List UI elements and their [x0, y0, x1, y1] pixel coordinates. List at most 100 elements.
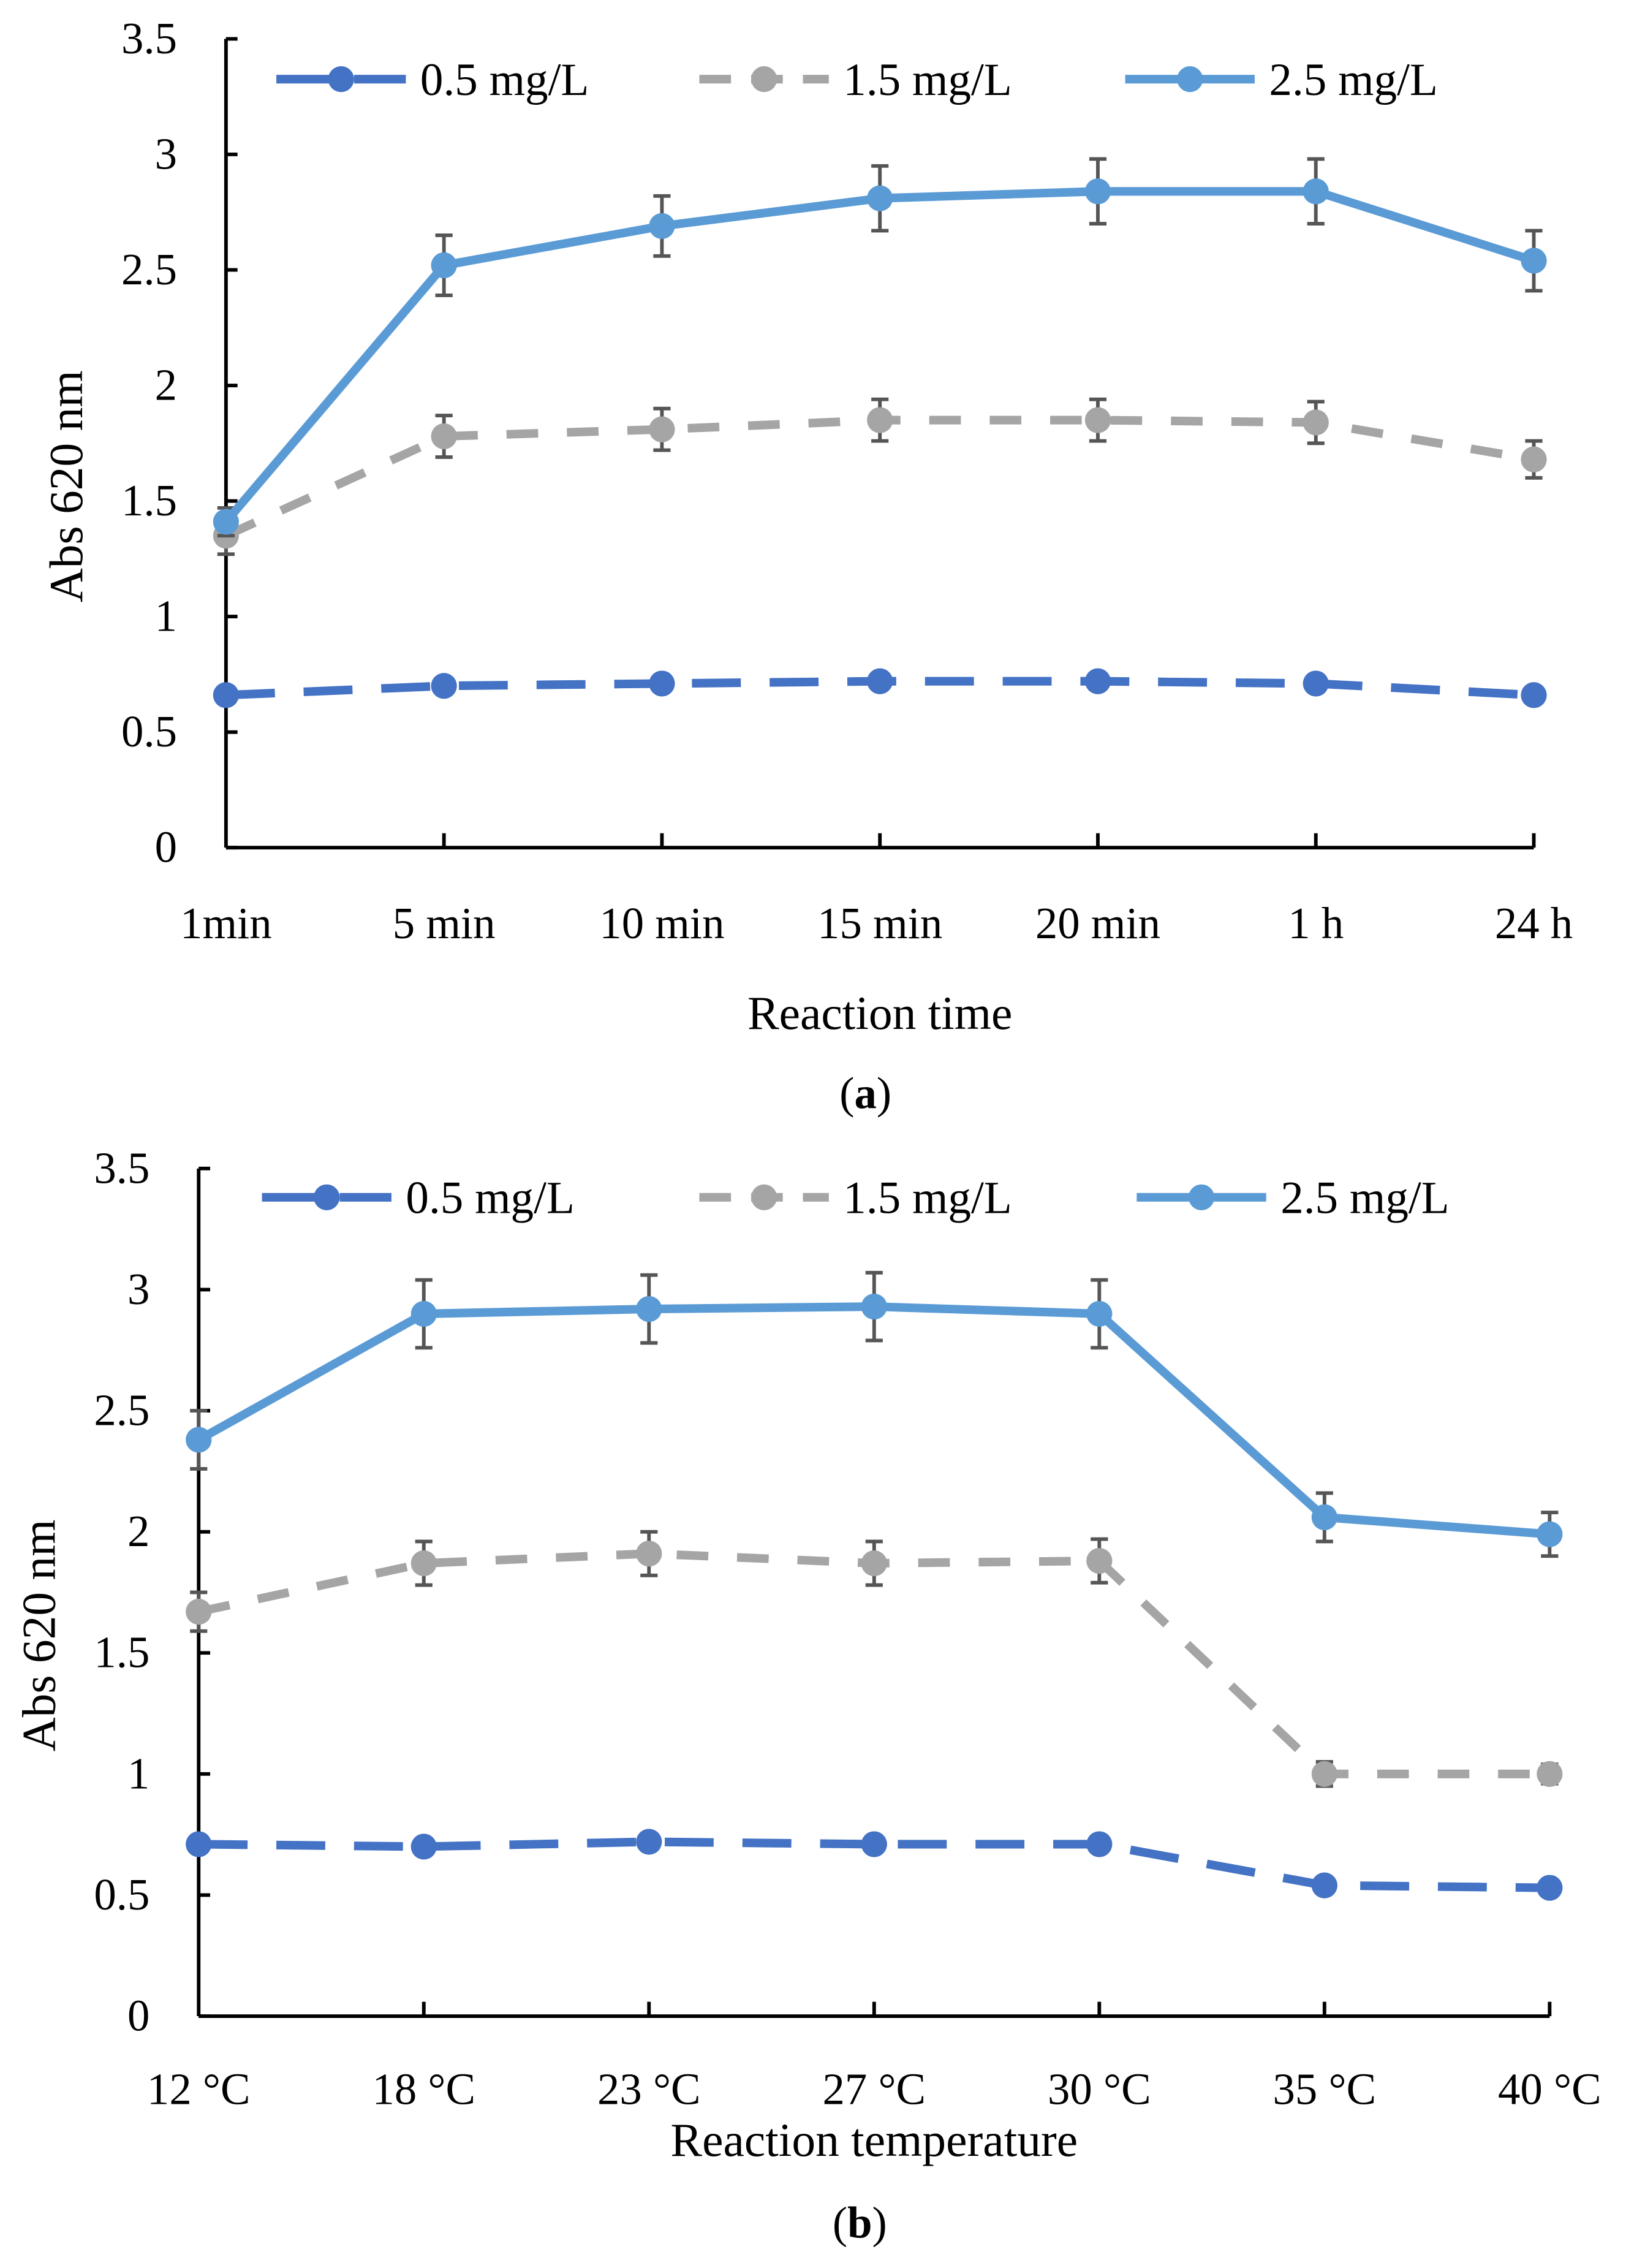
y-tick-label: 2	[127, 1506, 149, 1556]
data-point	[861, 1293, 887, 1320]
data-point	[431, 423, 457, 450]
x-tick-label: 20 min	[1035, 898, 1160, 948]
data-point	[1084, 407, 1111, 433]
y-tick-label: 0.5	[94, 1870, 149, 1919]
y-tick-label: 0.5	[121, 707, 177, 756]
data-point	[1311, 1872, 1337, 1898]
series-line	[222, 187, 1535, 525]
data-point	[186, 1831, 212, 1857]
data-point	[1311, 1504, 1337, 1531]
data-point	[1303, 409, 1329, 436]
legend-label: 2.5 mg/L	[1280, 1173, 1449, 1224]
series-1-5-mg-L: 1.5 mg/L	[213, 55, 1547, 556]
y-tick-label: 0	[127, 1991, 149, 2041]
y-tick-label: 1	[155, 591, 177, 641]
data-point	[1303, 178, 1329, 205]
x-tick-label: 10 min	[599, 898, 724, 948]
data-point	[213, 509, 240, 535]
y-tick-label: 2.5	[121, 245, 177, 294]
data-point	[867, 668, 893, 694]
data-point	[861, 1831, 887, 1857]
legend-label: 1.5 mg/L	[843, 1173, 1012, 1224]
y-tick-label: 1	[127, 1748, 149, 1798]
x-tick-label: 1 h	[1288, 898, 1344, 948]
data-point	[649, 213, 675, 239]
legend-label: 0.5 mg/L	[420, 55, 589, 105]
data-point	[213, 682, 240, 708]
series-2-5-mg-L: 2.5 mg/L	[186, 1173, 1563, 1558]
x-tick-label: 1min	[180, 898, 272, 948]
y-tick-label: 3.5	[121, 13, 177, 63]
series-2-5-mg-L: 2.5 mg/L	[213, 55, 1547, 538]
x-tick-label: 24 h	[1495, 898, 1573, 948]
y-axis-label: Abs 620 nm	[12, 1519, 65, 1751]
legend-label: 0.5 mg/L	[406, 1173, 574, 1224]
legend-marker	[314, 1184, 340, 1210]
data-point	[636, 1541, 662, 1567]
series-0-5-mg-L: 0.5 mg/L	[186, 1173, 1563, 1901]
data-point	[431, 252, 457, 279]
x-tick-label: 18 °C	[372, 2064, 475, 2114]
chart-a: 0 0.5 1 1.5 2 2.5 3 3.5 1min 5 min 10 min 15 min 20 …	[40, 13, 1573, 1118]
legend-marker	[751, 66, 777, 93]
y-tick-label: 2.5	[94, 1386, 149, 1435]
data-point	[1537, 1521, 1563, 1547]
data-point	[861, 1550, 887, 1577]
y-tick-label: 2	[155, 360, 177, 410]
series-1-5-mg-L: 1.5 mg/L	[186, 1173, 1563, 1788]
x-tick-label: 40 °C	[1498, 2064, 1601, 2114]
y-tick-label: 0	[155, 822, 177, 872]
chart-b: 0 0.5 1 1.5 2 2.5 3 3.5 12 °C 18 °C 23 °C 27 °C 30 °…	[12, 1143, 1601, 2247]
caption: (a)	[839, 1068, 891, 1118]
data-point	[1084, 668, 1111, 694]
x-tick-label: 5 min	[393, 898, 496, 948]
x-tick-label: 27 °C	[822, 2064, 926, 2114]
data-point	[1086, 1547, 1113, 1574]
legend-marker	[1188, 1184, 1215, 1210]
data-point	[1084, 178, 1111, 205]
data-point	[1537, 1875, 1563, 1901]
x-tick-label: 30 °C	[1048, 2064, 1151, 2114]
caption: (b)	[833, 2198, 887, 2248]
legend-marker	[751, 1184, 777, 1210]
data-point	[1086, 1831, 1113, 1857]
y-tick-label: 3	[127, 1264, 149, 1314]
data-point	[1303, 670, 1329, 697]
legend-marker	[1177, 66, 1203, 93]
legend-label: 1.5 mg/L	[843, 55, 1012, 105]
data-point	[1521, 446, 1547, 472]
caption-label: b	[847, 2198, 872, 2248]
legend-marker	[328, 66, 354, 93]
data-point	[410, 1550, 437, 1577]
y-tick-label: 3	[155, 129, 177, 178]
data-point	[410, 1300, 437, 1327]
y-tick-label: 1.5	[121, 476, 177, 525]
data-point	[1086, 1300, 1113, 1327]
data-point	[1521, 682, 1547, 708]
data-point	[1537, 1761, 1563, 1787]
x-axis-label: Reaction temperature	[670, 2114, 1078, 2166]
data-point	[636, 1829, 662, 1855]
y-tick-label: 1.5	[94, 1628, 149, 1677]
y-tick-label: 3.5	[94, 1143, 149, 1193]
x-tick-label: 35 °C	[1273, 2064, 1377, 2114]
data-point	[649, 670, 675, 697]
data-point	[867, 185, 893, 211]
x-tick-label: 12 °C	[147, 2064, 251, 2114]
data-point	[867, 407, 893, 433]
legend-label: 2.5 mg/L	[1269, 55, 1437, 105]
data-point	[186, 1598, 212, 1625]
series-0-5-mg-L: 0.5 mg/L	[213, 55, 1547, 708]
data-point	[636, 1295, 662, 1322]
x-axis-label: Reaction time	[747, 987, 1012, 1039]
y-axis-label: Abs 620 nm	[40, 370, 93, 602]
x-tick-label: 23 °C	[597, 2064, 701, 2114]
data-point	[410, 1834, 437, 1860]
data-point	[649, 416, 675, 442]
x-tick-label: 15 min	[817, 898, 942, 948]
data-point	[1521, 248, 1547, 274]
data-point	[1311, 1761, 1337, 1787]
data-point	[186, 1427, 212, 1453]
caption-label: a	[855, 1068, 877, 1118]
